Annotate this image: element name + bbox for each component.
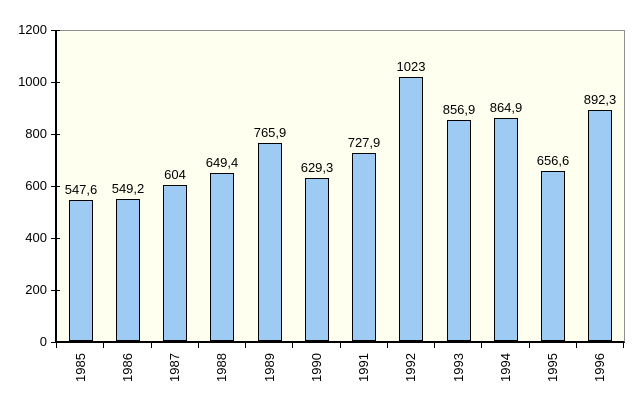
- y-axis-tick: [51, 30, 60, 31]
- y-axis-tick: [51, 290, 60, 291]
- bar-value-label: 765,9: [253, 125, 287, 140]
- x-axis-tick: [340, 343, 341, 348]
- x-axis-label: 1993: [451, 353, 466, 382]
- bar-1989: [258, 143, 282, 341]
- y-axis-label: 600: [25, 178, 47, 193]
- bar-value-label: 892,3: [583, 92, 617, 107]
- x-axis-label: 1990: [309, 353, 324, 382]
- x-axis-label: 1991: [356, 353, 371, 382]
- plot-area: 547,6 549,2 604 649,4 765,9 629,3 727,9 1023 856…: [55, 30, 625, 343]
- x-axis-tick: [292, 343, 293, 348]
- x-axis-tick: [103, 343, 104, 348]
- x-axis-label: 1986: [120, 353, 135, 382]
- y-axis-label: 200: [25, 282, 47, 297]
- x-axis-tick: [56, 343, 57, 348]
- y-axis-tick: [51, 134, 60, 135]
- y-axis-label: 1000: [18, 74, 47, 89]
- bar-1996: [588, 110, 612, 341]
- y-axis-tick: [51, 342, 60, 343]
- x-axis-label: 1996: [592, 353, 607, 382]
- bar-1994: [494, 118, 518, 341]
- x-axis-tick: [434, 343, 435, 348]
- bar-1990: [305, 178, 329, 341]
- x-axis-label: 1988: [214, 353, 229, 382]
- bar-value-label: 727,9: [347, 135, 381, 150]
- x-axis-label: 1994: [498, 353, 513, 382]
- bar-value-label: 649,4: [205, 155, 239, 170]
- bar-1985: [69, 200, 93, 341]
- x-axis-tick: [387, 343, 388, 348]
- bar-1992: [399, 77, 423, 341]
- x-axis-tick: [481, 343, 482, 348]
- y-axis-label: 400: [25, 230, 47, 245]
- bar-value-label: 864,9: [489, 100, 523, 115]
- bar-1987: [163, 185, 187, 341]
- bar-1995: [541, 171, 565, 341]
- bar-1988: [210, 173, 234, 341]
- x-axis-label: 1989: [262, 353, 277, 382]
- bar-value-label: 656,6: [536, 153, 570, 168]
- y-axis-label: 0: [39, 334, 47, 349]
- x-axis-tick: [623, 343, 624, 348]
- x-axis-label: 1985: [73, 353, 88, 382]
- bar-value-label: 549,2: [111, 181, 145, 196]
- x-axis-tick: [576, 343, 577, 348]
- bar-1986: [116, 199, 140, 341]
- x-axis-label: 1992: [403, 353, 418, 382]
- bar-1991: [352, 153, 376, 341]
- y-axis-tick: [51, 186, 60, 187]
- x-axis-tick: [529, 343, 530, 348]
- bar-value-label: 629,3: [300, 160, 334, 175]
- x-axis-label: 1995: [545, 353, 560, 382]
- bar-value-label: 856,9: [442, 102, 476, 117]
- x-axis-tick: [151, 343, 152, 348]
- bar-value-label: 547,6: [64, 182, 98, 197]
- x-axis-tick: [198, 343, 199, 348]
- bar-value-label: 604: [164, 167, 186, 182]
- bar-value-label: 1023: [396, 59, 426, 74]
- bar-1993: [447, 120, 471, 341]
- x-axis-label: 1987: [167, 353, 182, 382]
- x-axis-tick: [245, 343, 246, 348]
- y-axis-label: 1200: [18, 22, 47, 37]
- y-axis-tick: [51, 238, 60, 239]
- y-axis-label: 800: [25, 126, 47, 141]
- y-axis-tick: [51, 82, 60, 83]
